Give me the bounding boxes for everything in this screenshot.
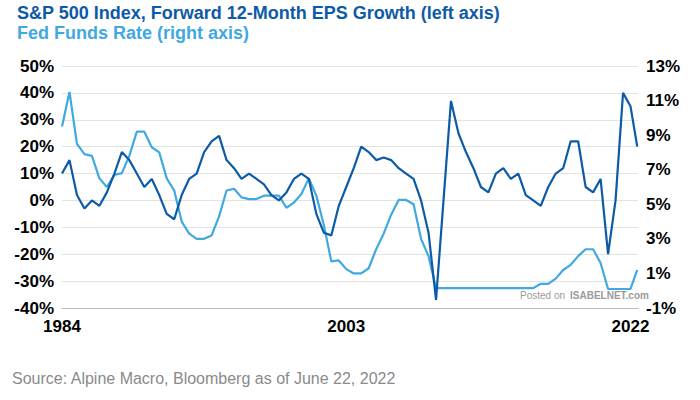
svg-text:-20%: -20% xyxy=(14,245,54,264)
svg-text:40%: 40% xyxy=(20,83,54,102)
svg-text:9%: 9% xyxy=(646,126,671,145)
svg-text:2022: 2022 xyxy=(612,317,650,336)
svg-text:30%: 30% xyxy=(20,110,54,129)
svg-text:1984: 1984 xyxy=(43,317,81,336)
svg-text:ISABELNET.com: ISABELNET.com xyxy=(570,290,649,301)
svg-text:Source: Alpine Macro, Bloomber: Source: Alpine Macro, Bloomberg as of Ju… xyxy=(12,370,395,387)
svg-text:Fed Funds Rate (right axis): Fed Funds Rate (right axis) xyxy=(17,23,249,43)
svg-text:-10%: -10% xyxy=(14,218,54,237)
svg-text:S&P 500 Index, Forward 12-Mont: S&P 500 Index, Forward 12-Month EPS Grow… xyxy=(17,3,500,23)
svg-text:13%: 13% xyxy=(646,57,680,76)
svg-text:11%: 11% xyxy=(646,91,679,110)
svg-text:3%: 3% xyxy=(646,229,671,248)
svg-text:1%: 1% xyxy=(646,264,671,283)
svg-text:-30%: -30% xyxy=(14,272,54,291)
svg-text:5%: 5% xyxy=(646,195,671,214)
svg-text:-40%: -40% xyxy=(14,299,54,318)
svg-text:7%: 7% xyxy=(646,160,671,179)
svg-text:50%: 50% xyxy=(20,57,54,76)
svg-text:-1%: -1% xyxy=(646,299,676,318)
svg-text:Posted on: Posted on xyxy=(520,290,565,301)
svg-text:2003: 2003 xyxy=(327,317,365,336)
svg-text:20%: 20% xyxy=(20,137,54,156)
svg-text:0%: 0% xyxy=(29,191,54,210)
svg-text:10%: 10% xyxy=(20,164,54,183)
